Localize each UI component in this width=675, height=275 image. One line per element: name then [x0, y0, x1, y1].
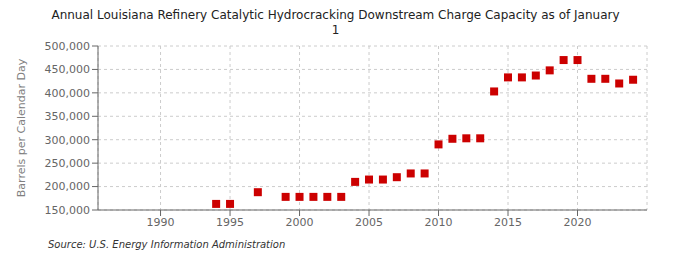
svg-text:200,000: 200,000: [45, 180, 91, 193]
svg-text:2000: 2000: [286, 216, 314, 229]
svg-text:250,000: 250,000: [45, 157, 91, 170]
svg-text:400,000: 400,000: [45, 87, 91, 100]
html-text:Source: U.S. Energy Informatio: Source: U.S. Energy Information Administ…: [48, 239, 286, 250]
svg-text:450,000: 450,000: [45, 63, 91, 76]
svg-text:2005: 2005: [355, 216, 383, 229]
svg-text:350,000: 350,000: [45, 110, 91, 123]
svg-text:Barrels per Calendar Day: Barrels per Calendar Day: [15, 58, 28, 197]
svg-text:500,000: 500,000: [45, 40, 91, 53]
svg-text:1995: 1995: [216, 216, 244, 229]
svg-text:2020: 2020: [564, 216, 592, 229]
svg-text:150,000: 150,000: [45, 204, 91, 217]
svg-text:300,000: 300,000: [45, 134, 91, 147]
html-text:Annual Louisiana Refinery Cata: Annual Louisiana Refinery Catalytic Hydr…: [51, 8, 620, 22]
svg-text:1990: 1990: [147, 216, 175, 229]
svg-text:2015: 2015: [494, 216, 522, 229]
svg-text:2010: 2010: [425, 216, 453, 229]
html-text:1: 1: [331, 23, 340, 37]
